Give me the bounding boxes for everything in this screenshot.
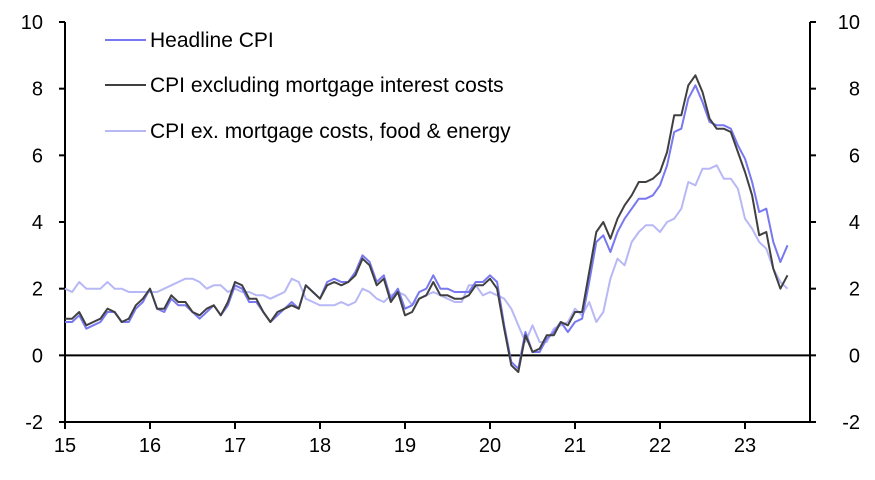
legend-label-0: Headline CPI xyxy=(150,29,274,52)
series-lines xyxy=(64,74,789,373)
y-tick-label-right: 10 xyxy=(838,12,860,34)
x-tick-label: 19 xyxy=(394,435,416,457)
y-tick-label-left: 4 xyxy=(32,212,43,234)
x-tick-label: 20 xyxy=(479,435,501,457)
y-tick-label-right: 2 xyxy=(849,279,860,301)
series-line-2 xyxy=(64,164,789,343)
y-tick-label-left: 0 xyxy=(32,345,43,367)
y-tick-label-left: -2 xyxy=(25,412,43,434)
y-tick-label-left: 2 xyxy=(32,279,43,301)
x-tick-label: 16 xyxy=(139,435,161,457)
series-line-0 xyxy=(65,84,789,370)
legend: Headline CPI CPI excluding mortgage inter… xyxy=(105,29,511,143)
y-tick-label-left: 8 xyxy=(32,79,43,101)
x-tick-label: 18 xyxy=(309,435,331,457)
x-tick-label: 15 xyxy=(54,435,76,457)
y-tick-label-left: 10 xyxy=(21,12,43,34)
x-tick-label: 17 xyxy=(224,435,246,457)
x-tick-label: 21 xyxy=(564,435,586,457)
y-tick-label-right: 4 xyxy=(849,212,860,234)
y-tick-label-right: 0 xyxy=(849,345,860,367)
legend-label-2: CPI ex. mortgage costs, food & energy xyxy=(150,120,511,143)
axes: -2 0 2 4 6 8 10 -2 0 2 4 6 8 10 15 16 17 18 19 20 21 22 23 xyxy=(21,12,860,457)
y-tick-label-right: -2 xyxy=(842,412,860,434)
y-tick-label-left: 6 xyxy=(32,145,43,167)
x-tick-label: 23 xyxy=(734,435,756,457)
legend-label-1: CPI excluding mortgage interest costs xyxy=(150,74,504,97)
series-line-1 xyxy=(65,74,789,373)
x-tick-label: 22 xyxy=(649,435,671,457)
y-tick-label-right: 6 xyxy=(849,145,860,167)
y-tick-label-right: 8 xyxy=(849,79,860,101)
